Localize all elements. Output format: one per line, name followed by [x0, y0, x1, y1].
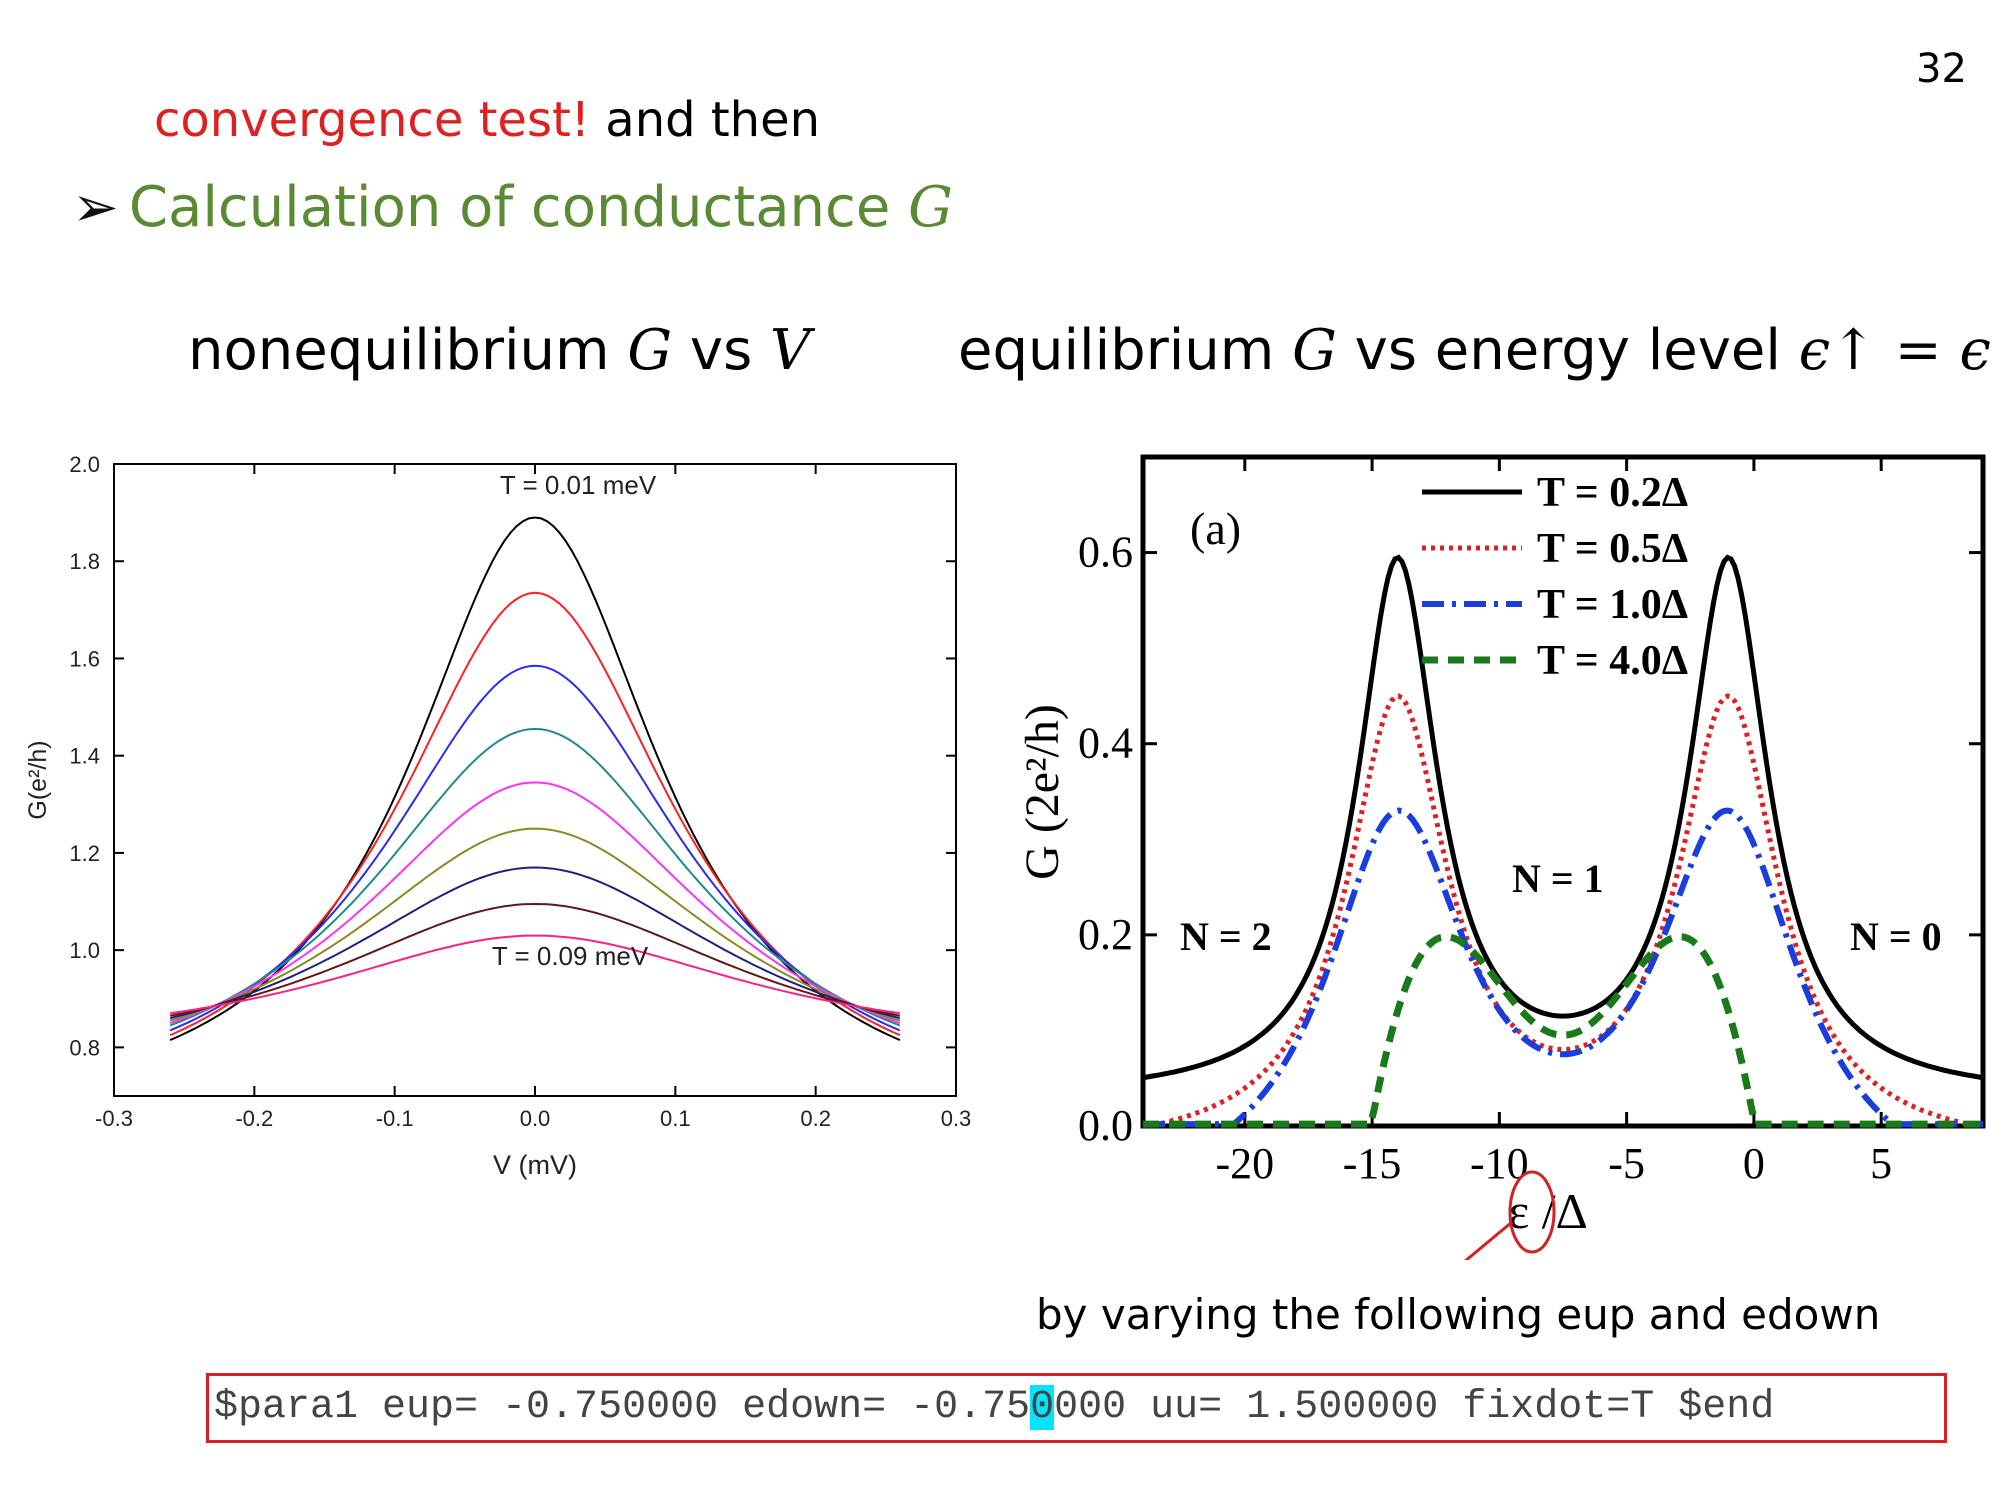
heading-text: Calculation of conductance: [128, 175, 909, 240]
convergence-note: convergence test!: [154, 92, 591, 148]
right-subtitle-equation: ϵ↑ = ϵ↓: [1798, 318, 2000, 383]
intro-line: convergence test! and then: [154, 92, 820, 148]
left-subtitle: nonequilibrium G vs V: [188, 318, 811, 383]
left-series-line: [169, 866, 901, 1020]
equilibrium-conductance-chart: -20 -15 -10 -5 0 50.00.20.40.6 (a) T = 0.2ΔT …: [1016, 454, 1986, 1260]
right-y-tick-label: 0.6: [1078, 528, 1133, 577]
region-label-n0: N = 0: [1850, 914, 1942, 959]
right-subtitle: equilibrium G vs energy level ϵ↑ = ϵ↓: [958, 318, 2000, 383]
region-label-n2: N = 2: [1180, 914, 1272, 959]
left-y-tick-label: 1.0: [69, 938, 100, 963]
parameter-input-line: $para1 eup= -0.750000 edown= -0.750000 u…: [206, 1373, 1947, 1443]
intro-continuation: and then: [590, 92, 821, 148]
left-subtitle-pre: nonequilibrium: [188, 318, 628, 383]
right-series-line: [1143, 933, 1983, 1128]
right-subtitle-g: G: [1292, 318, 1337, 383]
left-series-line: [169, 727, 901, 1027]
epsilon-highlight-circle: [1508, 1170, 1556, 1254]
left-series-line: [169, 827, 901, 1022]
left-x-label: V (mV): [493, 1150, 577, 1180]
left-x-tick-label: 0.2: [800, 1106, 831, 1131]
panel-label: (a): [1190, 503, 1241, 554]
legend: T = 0.2Δ T = 0.5Δ T = 1.0Δ T = 4.0Δ: [1422, 470, 1688, 684]
text-cursor: 0: [1030, 1385, 1055, 1430]
left-y-tick-label: 2.0: [69, 452, 100, 477]
bullet-arrow-icon: ➢: [72, 175, 119, 240]
left-y-label: G(e²/h): [24, 740, 52, 819]
right-y-label: G (2e²/h): [1016, 704, 1069, 880]
left-y-tick-label: 1.8: [69, 549, 100, 574]
legend-label: T = 4.0Δ: [1537, 638, 1688, 684]
left-x-tick-label: -0.1: [376, 1106, 414, 1131]
left-x-tick-label: -0.2: [235, 1106, 273, 1131]
left-y-tick-label: 1.6: [69, 646, 100, 671]
legend-label: T = 0.5Δ: [1537, 526, 1688, 572]
right-y-tick-label: 0.2: [1078, 910, 1133, 959]
right-series-line: [1143, 693, 1983, 1127]
nonequilibrium-conductance-chart: -0.3 -0.2 -0.1 0.0 0.1 0.2 0.3 0.8 1.0 1.2 1.4 1.6 1…: [24, 452, 971, 1180]
left-y-tick-label: 1.2: [69, 841, 100, 866]
annotation-t-low: T = 0.01 meV: [500, 470, 657, 500]
right-x-tick-label: 0: [1743, 1139, 1765, 1188]
left-x-tick-label: 0.1: [660, 1106, 691, 1131]
left-x-tick-label: 0.3: [941, 1106, 972, 1131]
right-subtitle-pre: equilibrium: [958, 318, 1293, 383]
left-y-tick-label: 1.4: [69, 744, 100, 769]
right-series-line: [1143, 807, 1983, 1128]
right-subtitle-mid: vs energy level: [1336, 318, 1799, 383]
right-x-label: ε /Δ: [1508, 1183, 1588, 1239]
left-series-line: [169, 664, 901, 1032]
right-series-line: [1142, 554, 1984, 1081]
right-x-tick-label: -15: [1343, 1139, 1402, 1188]
left-curves: [169, 516, 901, 1042]
left-axis-ticks: -0.3 -0.2 -0.1 0.0 0.1 0.2 0.3 0.8 1.0 1.2 1.4 1.6 1…: [69, 452, 971, 1131]
right-axis-ticks: -20 -15 -10 -5 0 50.00.20.40.6: [1078, 457, 1983, 1188]
right-y-tick-label: 0.4: [1078, 719, 1133, 768]
right-curves: [1142, 554, 1984, 1128]
variation-note: by varying the following eup and edown: [1036, 1290, 1881, 1339]
left-y-tick-label: 0.8: [69, 1035, 100, 1060]
heading-variable: G: [908, 175, 953, 240]
left-subtitle-v: V: [770, 318, 811, 383]
left-series-line: [169, 781, 901, 1025]
param-text-after-cursor: 000 uu= 1.500000 fixdot=T $end: [1054, 1385, 1775, 1430]
legend-label: T = 1.0Δ: [1537, 582, 1688, 628]
left-subtitle-mid: vs: [672, 318, 771, 383]
left-x-tick-label: 0.0: [520, 1106, 551, 1131]
right-x-tick-label: -5: [1608, 1139, 1645, 1188]
left-series-line: [169, 934, 901, 1015]
region-label-n1: N = 1: [1512, 856, 1604, 901]
left-x-tick-label: -0.3: [95, 1106, 133, 1131]
right-plot-frame: [1140, 454, 1986, 1129]
legend-label: T = 0.2Δ: [1537, 470, 1688, 516]
param-text-before-cursor: $para1 eup= -0.750000 edown= -0.75: [214, 1385, 1031, 1430]
annotation-t-high: T = 0.09 meV: [492, 941, 649, 971]
right-y-tick-label: 0.0: [1078, 1101, 1133, 1150]
pointer-arrow-line: [1464, 1220, 1513, 1260]
left-series-line: [169, 902, 901, 1017]
right-x-tick-label: 5: [1870, 1139, 1892, 1188]
slide-number: 32: [1916, 46, 1967, 92]
left-subtitle-g: G: [627, 318, 673, 383]
right-x-tick-label: -20: [1215, 1139, 1274, 1188]
section-heading: ➢ Calculation of conductance G: [72, 175, 953, 240]
